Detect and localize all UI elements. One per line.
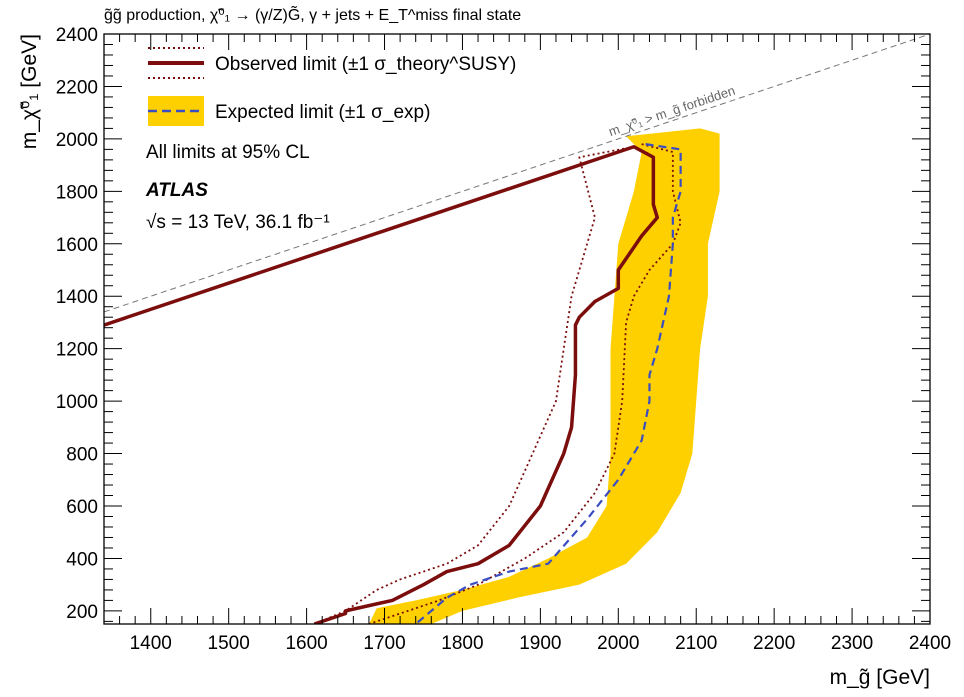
series-line-1 (314, 145, 635, 624)
x-tick-label: 2200 (753, 633, 795, 654)
y-tick-label: 2400 (56, 25, 98, 46)
legend: Observed limit (±1 σ_theory^SUSY) Expect… (145, 47, 516, 233)
y-tick-label: 200 (66, 602, 98, 623)
x-tick-label: 2100 (675, 633, 717, 654)
energy-luminosity-label: √s = 13 TeV, 36.1 fb⁻¹ (146, 212, 330, 233)
chart-title: g̃g̃ production, χ̃⁰₁ → (γ/Z)G̃, γ + jet… (104, 4, 521, 24)
x-tick-label: 1600 (285, 633, 327, 654)
x-tick-label: 1500 (208, 633, 250, 654)
legend-expected-label: Expected limit (±1 σ_exp) (215, 102, 430, 123)
x-axis: 1400 1500 1600 1700 1800 1900 2000 2100 2200 2300… (103, 34, 951, 654)
y-tick-label: 800 (66, 445, 98, 466)
y-tick-label: 400 (66, 549, 98, 570)
y-tick-label: 2000 (56, 130, 98, 151)
atlas-label: ATLAS (145, 180, 208, 201)
y-axis: 200 400 600 800 1000 1200 1400 1600 1800 2000 2200… (56, 25, 930, 623)
x-tick-label: 2400 (909, 633, 951, 654)
x-tick-label: 2300 (831, 633, 873, 654)
y-tick-label: 2200 (56, 77, 98, 98)
legend-cl-note: All limits at 95% CL (146, 142, 310, 163)
kinematic-limit-line (104, 34, 930, 313)
y-axis-title: m_χ̃⁰₁ [GeV] (18, 34, 41, 149)
series-line-0 (104, 145, 660, 624)
x-tick-label: 2000 (597, 633, 639, 654)
series-line-3 (414, 143, 682, 624)
x-tick-label: 1900 (519, 633, 561, 654)
y-tick-label: 1200 (56, 340, 98, 361)
x-axis-title: m_g̃ [GeV] (830, 666, 930, 689)
x-tick-label: 1800 (441, 633, 483, 654)
x-tick-label: 1400 (130, 633, 172, 654)
y-tick-label: 1400 (56, 287, 98, 308)
plot-frame (103, 33, 931, 625)
plot-area (104, 34, 930, 624)
y-tick-label: 1800 (56, 182, 98, 203)
x-tick-label: 1700 (363, 633, 405, 654)
y-tick-label: 1000 (56, 392, 98, 413)
y-tick-label: 600 (66, 497, 98, 518)
data-layer (104, 34, 930, 624)
legend-observed-label: Observed limit (±1 σ_theory^SUSY) (215, 54, 516, 75)
y-tick-label: 1600 (56, 235, 98, 256)
